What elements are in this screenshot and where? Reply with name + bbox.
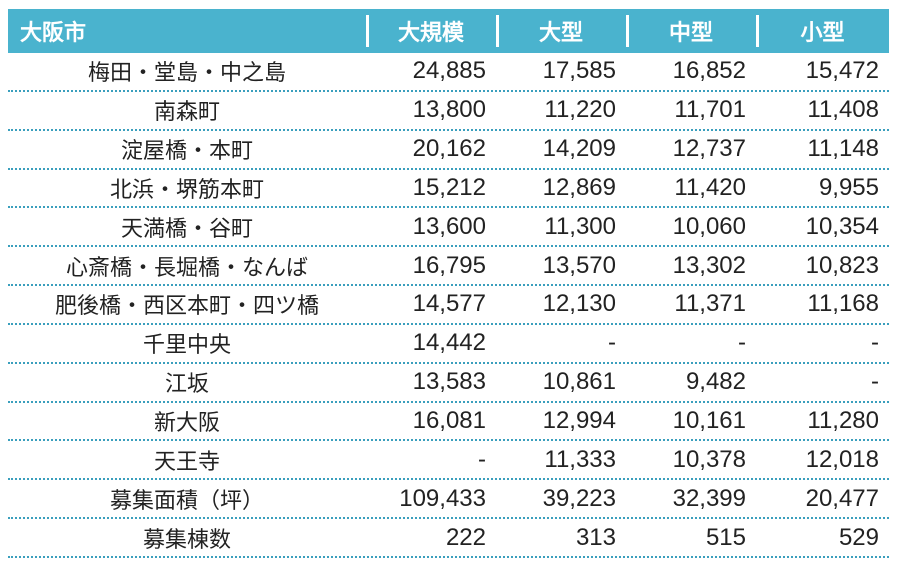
row-area-label: 北浜・堺筋本町	[109, 177, 264, 203]
row-value-cell: 10,060	[672, 212, 746, 240]
row-value-cell: 11,148	[807, 135, 879, 163]
table-row: 新大阪 16,081 12,994 10,161 11,280	[8, 403, 889, 442]
row-area-label: 新大阪	[153, 411, 220, 437]
row-value-cell: 12,737	[672, 135, 746, 163]
row-area-label: 天王寺	[153, 449, 220, 475]
row-value-cell: 10,823	[805, 251, 879, 279]
row-value-cell: 529	[838, 523, 879, 551]
row-value-cell: 12,018	[805, 445, 879, 473]
row-area-label: 江坂	[164, 372, 209, 398]
row-value-cell: 9,482	[685, 368, 746, 396]
header-large: 大型	[496, 9, 626, 53]
row-value-cell: 16,081	[412, 407, 486, 435]
row-value-cell: 16,795	[412, 251, 486, 279]
office-vacancy-table: 大阪市 大規模 大型 中型 小型 梅田・堂島・中之島 24,885 17,585 16…	[8, 9, 889, 558]
table-row: 千里中央 14,442 - - -	[8, 325, 889, 364]
row-value-cell: 14,577	[412, 290, 486, 318]
table-header: 大阪市 大規模 大型 中型 小型	[8, 9, 889, 53]
row-value-cell: 12,994	[542, 407, 616, 435]
table-row: 天満橋・谷町 13,600 11,300 10,060 10,354	[8, 208, 889, 248]
header-medium: 中型	[626, 9, 756, 53]
table-row: 江坂 13,583 10,861 9,482 -	[8, 364, 889, 403]
row-value-cell: 11,280	[807, 407, 879, 435]
row-value-cell: 14,442	[412, 329, 486, 357]
row-value-cell: 222	[445, 523, 486, 551]
row-value-cell: 20,162	[412, 135, 486, 163]
row-area-label: 天満橋・谷町	[120, 216, 253, 242]
row-value-cell: 17,585	[542, 57, 616, 85]
table-row: 淀屋橋・本町 20,162 14,209 12,737 11,148	[8, 131, 889, 170]
row-value-cell: -	[608, 329, 616, 357]
row-area-label: 心斎橋・長堀橋・なんば	[65, 255, 308, 281]
row-value-cell: -	[871, 329, 879, 357]
row-area-label: 募集棟数	[142, 527, 231, 553]
row-value-cell: 515	[705, 523, 746, 551]
row-value-cell: 32,399	[672, 484, 746, 512]
row-value-cell: 13,302	[672, 251, 746, 279]
row-value-cell: 12,130	[542, 290, 616, 318]
table-row: 梅田・堂島・中之島 24,885 17,585 16,852 15,472	[8, 53, 889, 92]
row-value-cell: -	[478, 445, 486, 473]
table-row: 天王寺 - 11,333 10,378 12,018	[8, 441, 889, 481]
row-value-cell: -	[738, 329, 746, 357]
row-area-label: 南森町	[153, 100, 220, 126]
row-value-cell: -	[871, 368, 879, 396]
row-value-cell: 14,209	[542, 135, 616, 163]
row-area-label: 募集面積（坪）	[109, 488, 264, 514]
row-value-cell: 20,477	[805, 484, 879, 512]
row-area-label: 肥後橋・西区本町・四ツ橋	[54, 294, 319, 320]
row-value-cell: 10,861	[542, 368, 616, 396]
table-row: 募集棟数 222 313 515 529	[8, 519, 889, 558]
row-area-label: 淀屋橋・本町	[120, 139, 253, 165]
row-value-cell: 24,885	[412, 57, 486, 85]
row-value-cell: 10,354	[805, 212, 879, 240]
row-value-cell: 11,420	[674, 173, 746, 201]
row-value-cell: 12,869	[542, 173, 616, 201]
header-large-scale: 大規模	[366, 9, 496, 53]
row-area-label: 梅田・堂島・中之島	[87, 61, 286, 87]
table-body: 梅田・堂島・中之島 24,885 17,585 16,852 15,472 南森町 13,8…	[8, 53, 889, 558]
table-row: 肥後橋・西区本町・四ツ橋 14,577 12,130 11,371 11,168	[8, 286, 889, 325]
row-value-cell: 15,472	[805, 57, 879, 85]
row-value-cell: 11,333	[544, 445, 616, 473]
row-value-cell: 13,600	[412, 212, 486, 240]
row-value-cell: 11,168	[807, 290, 879, 318]
row-value-cell: 109,433	[399, 484, 486, 512]
header-city: 大阪市	[20, 21, 87, 46]
row-value-cell: 10,161	[672, 407, 746, 435]
row-value-cell: 11,300	[544, 212, 616, 240]
row-value-cell: 15,212	[412, 173, 486, 201]
row-value-cell: 39,223	[542, 484, 616, 512]
row-value-cell: 13,800	[412, 96, 486, 124]
row-value-cell: 11,220	[544, 96, 616, 124]
table-row: 北浜・堺筋本町 15,212 12,869 11,420 9,955	[8, 170, 889, 209]
row-value-cell: 13,583	[412, 368, 486, 396]
header-small: 小型	[756, 9, 889, 53]
row-value-cell: 11,701	[674, 96, 746, 124]
row-value-cell: 313	[575, 523, 616, 551]
row-value-cell: 9,955	[818, 173, 879, 201]
row-value-cell: 13,570	[542, 251, 616, 279]
row-value-cell: 16,852	[672, 57, 746, 85]
table-row: 心斎橋・長堀橋・なんば 16,795 13,570 13,302 10,823	[8, 247, 889, 287]
row-area-label: 千里中央	[142, 333, 231, 359]
row-value-cell: 11,371	[674, 290, 746, 318]
table-row: 募集面積（坪） 109,433 39,223 32,399 20,477	[8, 480, 889, 520]
row-value-cell: 10,378	[672, 445, 746, 473]
table-row: 南森町 13,800 11,220 11,701 11,408	[8, 92, 889, 131]
row-value-cell: 11,408	[807, 96, 879, 124]
